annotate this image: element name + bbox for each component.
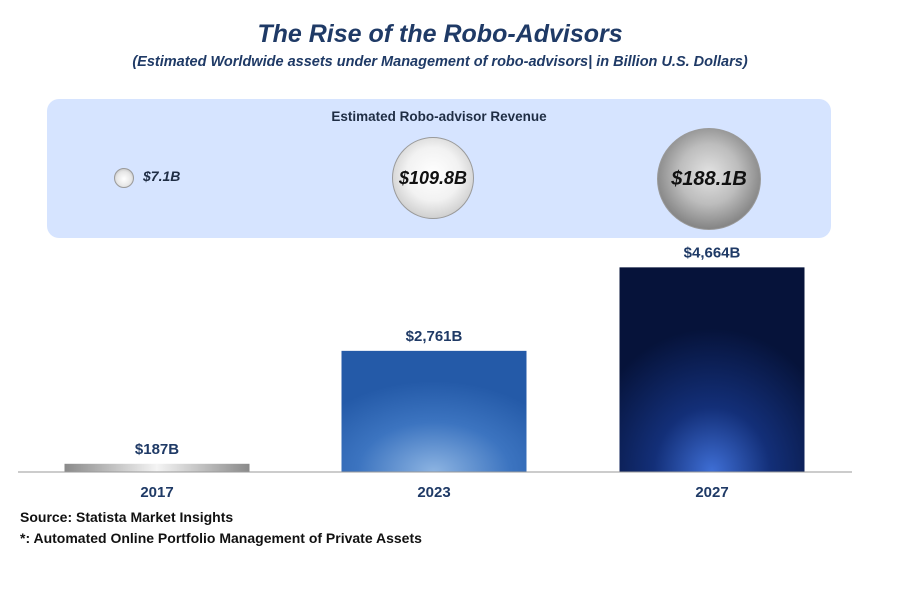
revenue-panel-title: Estimated Robo-advisor Revenue bbox=[331, 109, 547, 124]
bar-chart: $187B $2,761B $4,664B 2017 2023 2027 bbox=[18, 244, 852, 501]
revenue-bubble-2027: $188.1B bbox=[657, 128, 761, 230]
x-tick-2017: 2017 bbox=[140, 484, 173, 501]
footnote: *: Automated Online Portfolio Management… bbox=[20, 530, 422, 546]
revenue-label-2017: $7.1B bbox=[143, 168, 181, 184]
value-label-2027: $4,664B bbox=[684, 244, 741, 261]
bar-2023 bbox=[341, 350, 527, 472]
revenue-bubble-2017 bbox=[114, 168, 134, 188]
revenue-label-2027: $188.1B bbox=[671, 167, 747, 190]
revenue-label-2023: $109.8B bbox=[398, 167, 468, 188]
bar-2027 bbox=[619, 267, 805, 472]
source-note: Source: Statista Market Insights bbox=[20, 509, 234, 525]
value-label-2023: $2,761B bbox=[406, 328, 463, 345]
x-tick-2023: 2023 bbox=[417, 484, 450, 501]
revenue-bubble-2023: $109.8B bbox=[392, 137, 474, 219]
bar-2017 bbox=[64, 463, 250, 472]
x-tick-2027: 2027 bbox=[695, 484, 728, 501]
chart-title: The Rise of the Robo-Advisors bbox=[257, 20, 623, 48]
chart-subtitle: (Estimated Worldwide assets under Manage… bbox=[132, 54, 748, 70]
value-label-2017: $187B bbox=[135, 441, 179, 458]
revenue-panel: Estimated Robo-advisor Revenue $7.1B $10… bbox=[47, 99, 831, 238]
